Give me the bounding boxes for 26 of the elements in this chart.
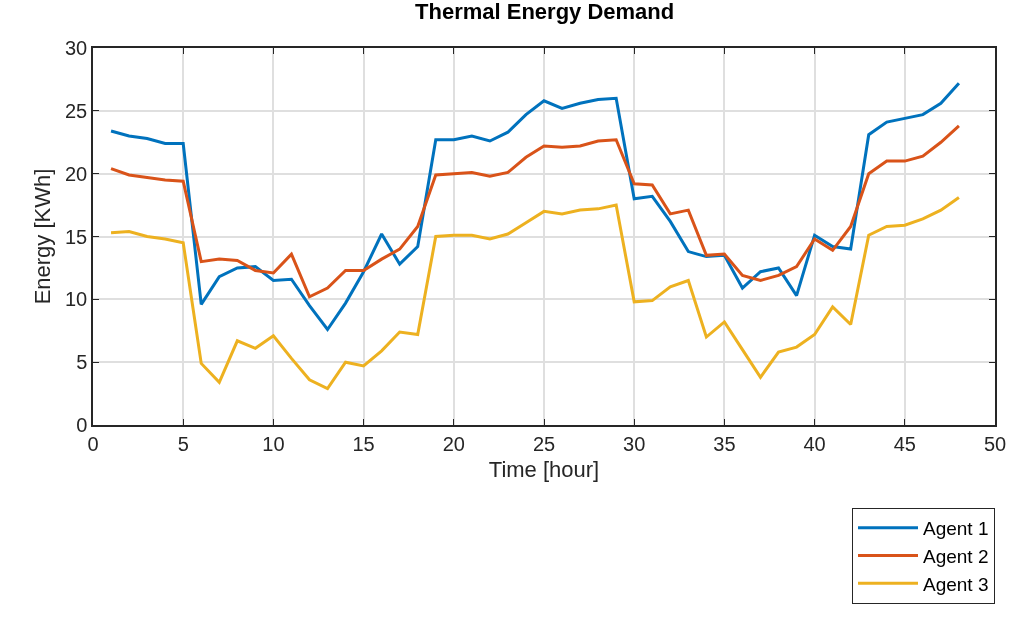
y-tick-label: 20 <box>65 162 88 185</box>
line-series <box>109 124 961 299</box>
line-series <box>109 81 961 331</box>
legend-label: Agent 2 <box>923 545 989 567</box>
x-tick-label: 35 <box>713 432 736 455</box>
y-tick-label: 10 <box>65 288 88 311</box>
x-tick-label: 40 <box>803 432 826 455</box>
x-tick-label: 25 <box>532 432 556 455</box>
x-tick-label: 20 <box>442 432 465 455</box>
chart-title: Thermal Energy Demand <box>415 0 675 24</box>
x-tick-label: 5 <box>177 432 189 455</box>
x-tick-label: 10 <box>262 432 285 455</box>
x-tick-label: 15 <box>352 432 375 455</box>
y-tick-label: 25 <box>65 99 88 122</box>
y-tick-label: 30 <box>65 37 88 59</box>
x-axis-title: Time [hour] <box>488 457 600 483</box>
line-series <box>109 196 961 391</box>
x-tick-label: 30 <box>623 432 646 455</box>
y-tick-label: 5 <box>76 351 88 374</box>
x-tick-label: 50 <box>983 432 1007 455</box>
x-tick-label: 45 <box>893 432 916 455</box>
y-tick-label: 15 <box>65 225 88 248</box>
y-axis-title: Energy [KWh] <box>30 168 56 305</box>
y-tick-label: 0 <box>76 414 88 436</box>
legend-label: Agent 1 <box>923 518 989 540</box>
legend-label: Agent 3 <box>923 573 989 595</box>
